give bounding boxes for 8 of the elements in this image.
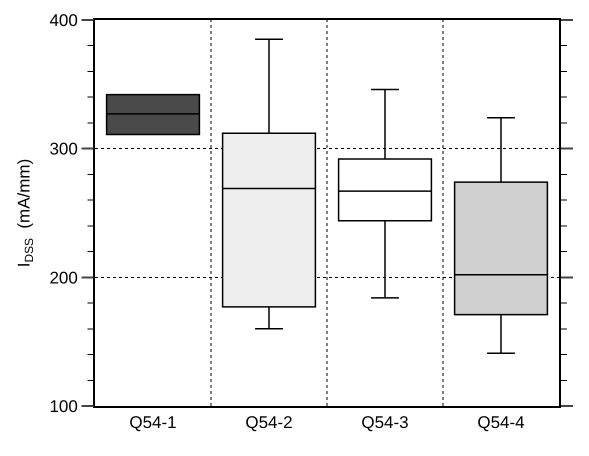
x-tick-label: Q54-3 [361,413,409,432]
y-tick-label: 200 [49,268,78,288]
x-tick-label: Q54-1 [129,413,177,432]
y-tick-label: 400 [49,10,78,30]
x-tick-label: Q54-2 [245,413,293,432]
y-tick-label: 300 [49,140,78,159]
y-tick-label: 100 [49,396,78,416]
x-tick-label: Q54-4 [477,413,525,432]
